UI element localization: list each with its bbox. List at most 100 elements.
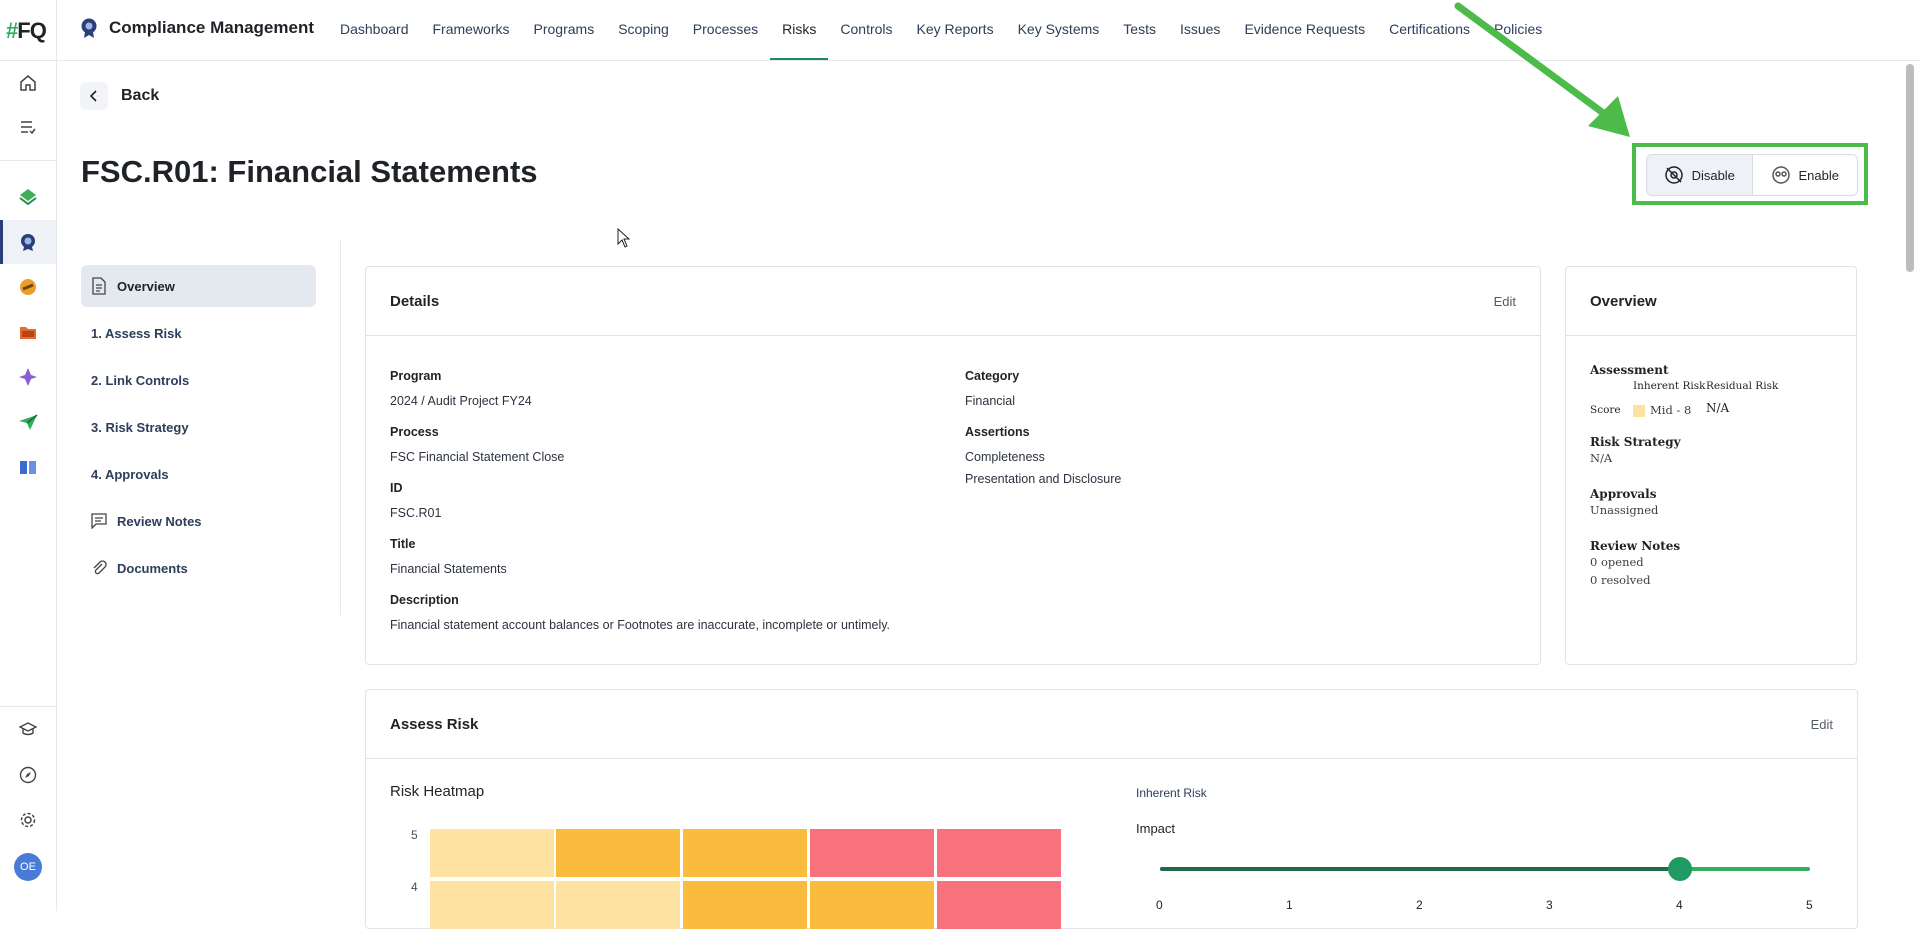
category-label: Category [965,369,1020,383]
approvals-section: Approvals Unassigned [1590,487,1658,519]
disable-button[interactable]: Disable [1647,155,1753,195]
annotation-arrow [1454,2,1630,137]
score-swatch [1633,404,1645,417]
review-notes-label: Review Notes [1590,539,1681,553]
description-field: Description Financial statement account … [390,593,890,636]
overview-title: Overview [1590,292,1657,310]
app-rail: #FQ OE [0,0,57,911]
heatmap-y-label: 5 [411,828,418,842]
assessment-section: Assessment [1590,363,1669,377]
side-item-approvals[interactable]: 4. Approvals [81,453,316,495]
nav-item-scoping[interactable]: Scoping [618,21,669,37]
residual-score: N/A [1706,401,1730,415]
tasks-list-icon[interactable] [17,116,39,138]
side-item-label: 3. Risk Strategy [91,419,189,435]
details-edit-link[interactable]: Edit [1493,293,1516,309]
book-module-icon[interactable] [17,456,39,478]
assertion-item: Completeness [965,450,1045,464]
side-item-review-notes[interactable]: Review Notes [81,500,316,542]
nav-item-tests[interactable]: Tests [1123,21,1156,37]
side-item-link-controls[interactable]: 2. Link Controls [81,359,316,401]
nav-item-processes[interactable]: Processes [692,21,759,37]
details-card: Details Edit Program 2024 / Audit Projec… [365,266,1541,665]
nav-item-policies[interactable]: Policies [1494,21,1543,37]
side-item-label: 4. Approvals [91,466,169,482]
app-title: Compliance Management [109,18,314,37]
back-button[interactable] [80,82,108,110]
layers-module-icon[interactable] [17,186,39,208]
gold-module-icon[interactable] [17,276,39,298]
heatmap-cell[interactable] [810,829,934,877]
risk-side-menu: Overview 1. Assess Risk 2. Link Controls… [81,265,316,594]
nav-item-programs[interactable]: Programs [533,21,595,37]
side-item-label: Review Notes [117,513,202,529]
impact-scale-tick: 1 [1286,898,1293,912]
inherent-score: Mid - 8 [1633,401,1691,419]
process-field: Process FSC Financial Statement Close [390,425,564,468]
id-label: ID [390,481,403,495]
nav-item-issues[interactable]: Issues [1179,21,1221,37]
process-value: FSC Financial Statement Close [390,450,565,464]
heatmap-cell[interactable] [430,881,554,929]
category-value: Financial [965,394,1016,408]
compass-icon[interactable] [17,764,39,786]
risk-strategy-label: Risk Strategy [1590,435,1681,449]
heatmap-cell[interactable] [937,829,1061,877]
eye-on-icon [1771,166,1790,184]
program-label: Program [390,369,442,383]
nav-item-risks[interactable]: Risks [770,0,829,60]
nav-item-frameworks[interactable]: Frameworks [432,21,510,37]
title-value: Financial Statements [390,562,507,576]
program-field: Program 2024 / Audit Project FY24 [390,369,532,412]
side-item-assess-risk[interactable]: 1. Assess Risk [81,312,316,354]
heatmap-cell[interactable] [556,829,680,877]
heatmap-cell[interactable] [430,829,554,877]
document-icon [92,277,106,295]
nav-item-certifications[interactable]: Certifications [1389,21,1470,37]
main-nav: Dashboard Frameworks Programs Scoping Proces… [328,0,1554,60]
mouse-cursor-icon [617,228,631,248]
side-item-risk-strategy[interactable]: 3. Risk Strategy [81,406,316,448]
learning-cap-icon[interactable] [17,718,39,740]
settings-gear-icon[interactable] [17,809,39,831]
risk-strategy-value: N/A [1590,451,1613,465]
back-label[interactable]: Back [121,87,160,104]
page-scrollbar[interactable] [1906,64,1914,272]
nav-item-key-systems[interactable]: Key Systems [1017,21,1100,37]
heatmap-cell[interactable] [683,881,807,929]
id-field: ID FSC.R01 [390,481,441,524]
overview-card: Overview Assessment Inherent Risk Residu… [1565,266,1857,665]
side-menu-divider [340,240,341,615]
compliance-badge-icon [81,18,97,38]
nav-item-evidence-requests[interactable]: Evidence Requests [1244,21,1366,37]
home-icon[interactable] [17,72,39,94]
side-item-documents[interactable]: Documents [81,547,316,589]
program-value: 2024 / Audit Project FY24 [390,394,532,408]
app-brand[interactable]: Compliance Management [79,17,314,39]
annotation-highlight-box [1632,143,1868,205]
heatmap-cell[interactable] [937,881,1061,929]
heatmap-cell[interactable] [810,881,934,929]
impact-scale-tick: 0 [1156,898,1163,912]
side-item-overview[interactable]: Overview [81,265,316,307]
enable-button[interactable]: Enable [1753,155,1858,195]
nav-item-key-reports[interactable]: Key Reports [916,21,994,37]
heatmap-cell[interactable] [556,881,680,929]
compliance-badge-icon[interactable] [17,231,39,253]
user-avatar[interactable]: OE [14,853,42,881]
send-module-icon[interactable] [17,411,39,433]
risk-strategy-section: Risk Strategy N/A [1590,435,1681,467]
disable-enable-toggle: Disable Enable [1646,154,1858,196]
folder-module-icon[interactable] [17,321,39,343]
assess-edit-link[interactable]: Edit [1810,716,1833,732]
nav-item-dashboard[interactable]: Dashboard [340,21,409,37]
category-field: Category Financial [965,369,1019,412]
heatmap-y-label: 4 [411,880,418,894]
nav-item-controls[interactable]: Controls [840,21,893,37]
app-logo[interactable]: #FQ [6,18,47,43]
impact-slider-handle[interactable] [1668,857,1692,881]
approvals-value: Unassigned [1590,503,1659,517]
sparkle-module-icon[interactable] [17,366,39,388]
heatmap-cell[interactable] [683,829,807,877]
comment-icon [91,513,107,529]
